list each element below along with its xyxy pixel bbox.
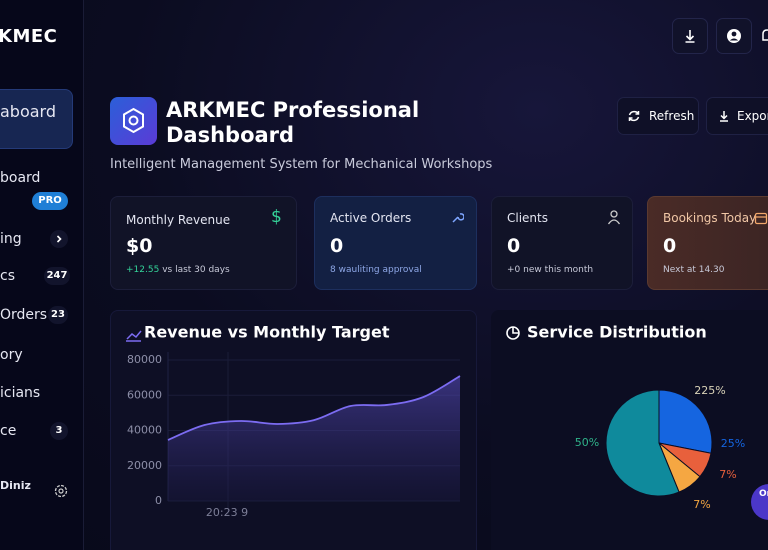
stat-value: 0 — [507, 235, 521, 257]
nav-item[interactable]: icians — [0, 385, 41, 401]
y-tick-label: 20000 — [127, 459, 162, 472]
badge: 23 — [48, 306, 68, 324]
stat-change: +12.55 — [126, 265, 160, 275]
nav-item[interactable]: ing — [0, 231, 22, 247]
stat-card: Active Orders 0 8 wauliting approval — [314, 196, 477, 290]
nav-item[interactable]: ce — [0, 423, 17, 439]
chevron — [56, 235, 62, 243]
dollar-icon: $ — [271, 207, 282, 227]
y-tick-label: 40000 — [127, 424, 162, 437]
export-icon — [720, 111, 728, 122]
stat-value: 0 — [663, 235, 677, 257]
refresh-button[interactable]: Refresh — [617, 97, 699, 135]
brand: KMEC — [0, 26, 58, 47]
button-label: Export — [737, 109, 768, 123]
stat-label: Active Orders — [330, 211, 412, 225]
fab-label: Or — [759, 489, 768, 499]
page-title: ARKMEC Professional Dashboard — [166, 98, 420, 147]
sidebar: KMEC aboard board PRO ing cs 247 Orders … — [0, 0, 84, 550]
badge: 247 — [44, 267, 70, 285]
floating-button[interactable]: Or — [751, 484, 768, 520]
stat-note: Next at 14.30 — [663, 265, 725, 275]
chart-title: Revenue vs Monthly Target — [144, 323, 390, 342]
download-icon — [685, 30, 695, 43]
badge: 3 — [50, 422, 68, 440]
stat-label: Bookings Today — [663, 211, 757, 225]
y-tick-label: 80000 — [127, 353, 162, 366]
chart-title: Service Distribution — [527, 323, 707, 342]
calendar-icon — [754, 212, 768, 225]
stat-note: +12.55 vs last 30 days — [126, 265, 230, 275]
refresh-icon — [628, 110, 640, 122]
slice-label: 25% — [721, 437, 745, 450]
area — [168, 376, 460, 501]
nav-item[interactable]: ory — [0, 347, 23, 363]
stat-card: Monthly Revenue $ $0 +12.55 vs last 30 d… — [110, 196, 297, 290]
line — [167, 375, 461, 441]
page-subtitle: Intelligent Management System for Mechan… — [110, 157, 493, 172]
stat-value: 0 — [330, 235, 344, 257]
slice-label: 7% — [719, 468, 736, 481]
stat-note: 8 wauliting approval — [330, 265, 422, 275]
slice-label: 50% — [575, 436, 599, 449]
x-axis-label: 20:23 9 — [206, 506, 248, 519]
active-nav-bg — [0, 89, 73, 149]
logo-icon — [123, 107, 144, 134]
pie-slice — [605, 389, 680, 497]
y-tick-label: 60000 — [127, 388, 162, 401]
wrench-icon — [452, 213, 464, 223]
settings-icon[interactable] — [53, 483, 69, 499]
nav-item[interactable]: aboard — [0, 102, 57, 121]
bell-icon[interactable] — [760, 26, 768, 44]
person-icon — [607, 210, 621, 225]
stat-label: Clients — [507, 211, 548, 225]
y-tick-label: 0 — [155, 494, 162, 507]
user-icon — [727, 29, 741, 43]
download-button[interactable] — [672, 18, 708, 54]
logo — [110, 97, 157, 145]
export-button[interactable]: Export — [706, 97, 768, 135]
stat-card: Clients 0 +0 new this month — [491, 196, 633, 290]
stat-note: +0 new this month — [507, 265, 594, 275]
stat-value: $0 — [126, 235, 153, 257]
button-label: Refresh — [649, 109, 695, 123]
nav-item[interactable]: board — [0, 170, 41, 186]
stat-label: Monthly Revenue — [126, 213, 231, 227]
nav-item[interactable]: cs — [0, 268, 15, 284]
pie-slice — [658, 389, 713, 454]
chevron-icon — [50, 230, 68, 248]
badge: PRO — [32, 192, 68, 210]
chart-icon — [126, 330, 142, 342]
pie-icon — [512, 327, 519, 334]
nav-item[interactable]: Orders — [0, 307, 48, 323]
pie-annotation: 225% — [694, 384, 725, 397]
user-name: Diniz — [0, 479, 31, 492]
stat-card: Bookings Today 0 Next at 14.30 — [647, 196, 768, 290]
stat-note-text: vs last 30 days — [162, 265, 230, 275]
user-button[interactable] — [716, 18, 752, 54]
slice-label: 7% — [693, 498, 710, 511]
